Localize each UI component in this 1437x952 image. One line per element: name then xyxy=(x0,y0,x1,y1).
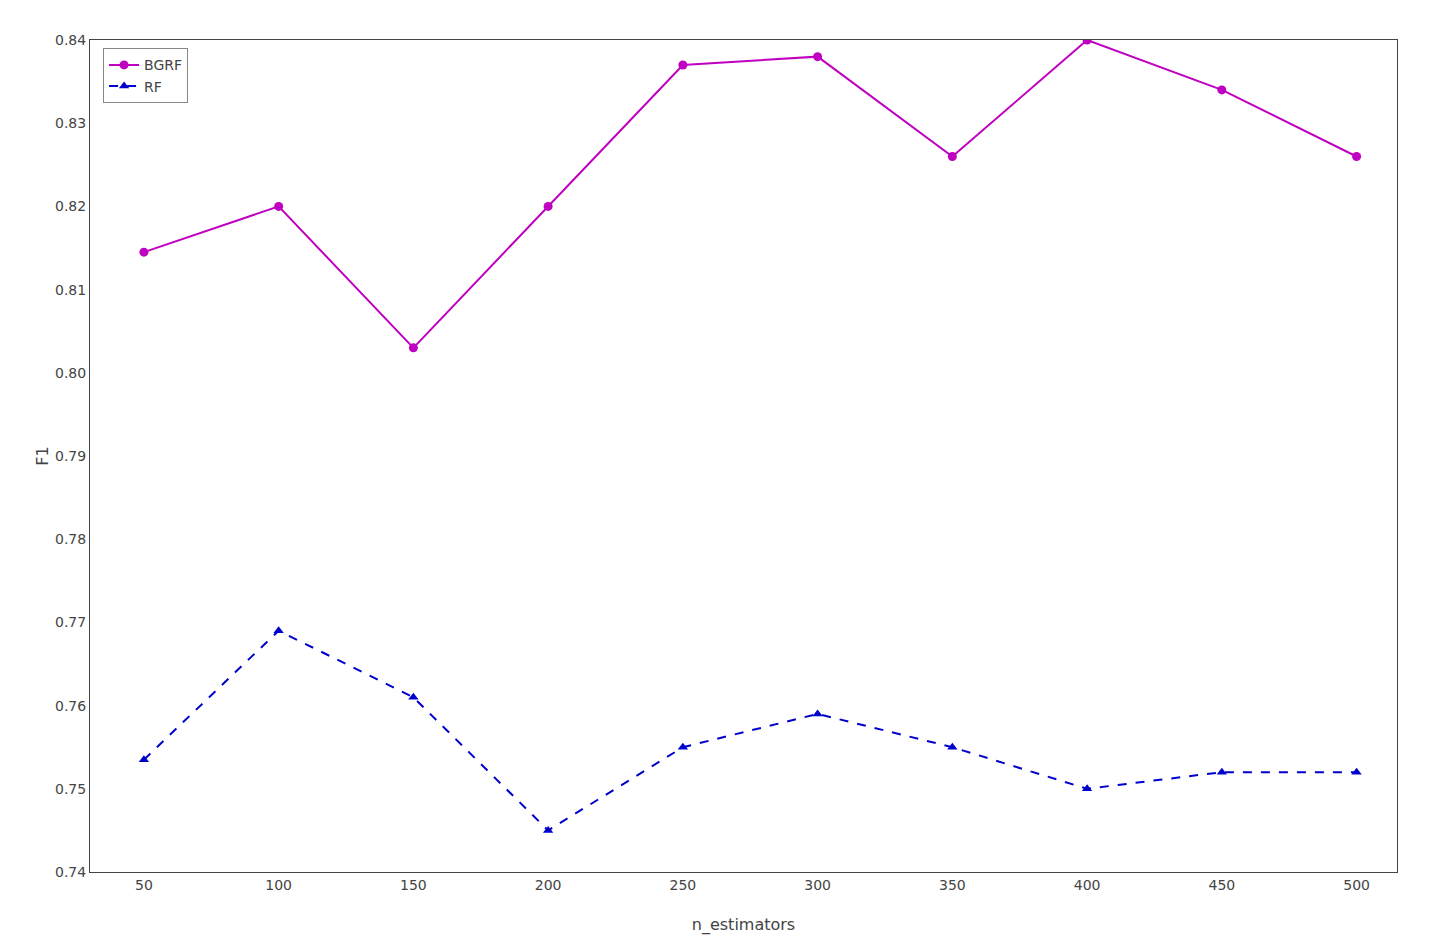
svg-text:RF: RF xyxy=(144,79,162,95)
svg-text:0.74: 0.74 xyxy=(55,864,86,880)
svg-text:500: 500 xyxy=(1343,877,1370,893)
svg-text:0.75: 0.75 xyxy=(55,781,86,797)
svg-text:100: 100 xyxy=(265,877,292,893)
svg-text:400: 400 xyxy=(1074,877,1101,893)
svg-text:0.78: 0.78 xyxy=(55,531,86,547)
svg-text:50: 50 xyxy=(135,877,153,893)
svg-text:150: 150 xyxy=(400,877,427,893)
svg-text:350: 350 xyxy=(939,877,966,893)
svg-text:0.79: 0.79 xyxy=(55,448,86,464)
svg-text:300: 300 xyxy=(804,877,831,893)
svg-text:200: 200 xyxy=(535,877,562,893)
svg-text:n_estimators: n_estimators xyxy=(692,915,795,935)
svg-text:BGRF: BGRF xyxy=(144,57,182,73)
svg-text:450: 450 xyxy=(1208,877,1235,893)
svg-text:0.83: 0.83 xyxy=(55,115,86,131)
svg-text:0.82: 0.82 xyxy=(55,198,86,214)
svg-text:0.76: 0.76 xyxy=(55,698,86,714)
svg-text:0.77: 0.77 xyxy=(55,614,86,630)
svg-text:F1: F1 xyxy=(33,446,52,465)
svg-text:250: 250 xyxy=(670,877,697,893)
svg-text:0.84: 0.84 xyxy=(55,32,86,48)
svg-text:0.80: 0.80 xyxy=(55,365,86,381)
svg-text:0.81: 0.81 xyxy=(55,282,86,298)
